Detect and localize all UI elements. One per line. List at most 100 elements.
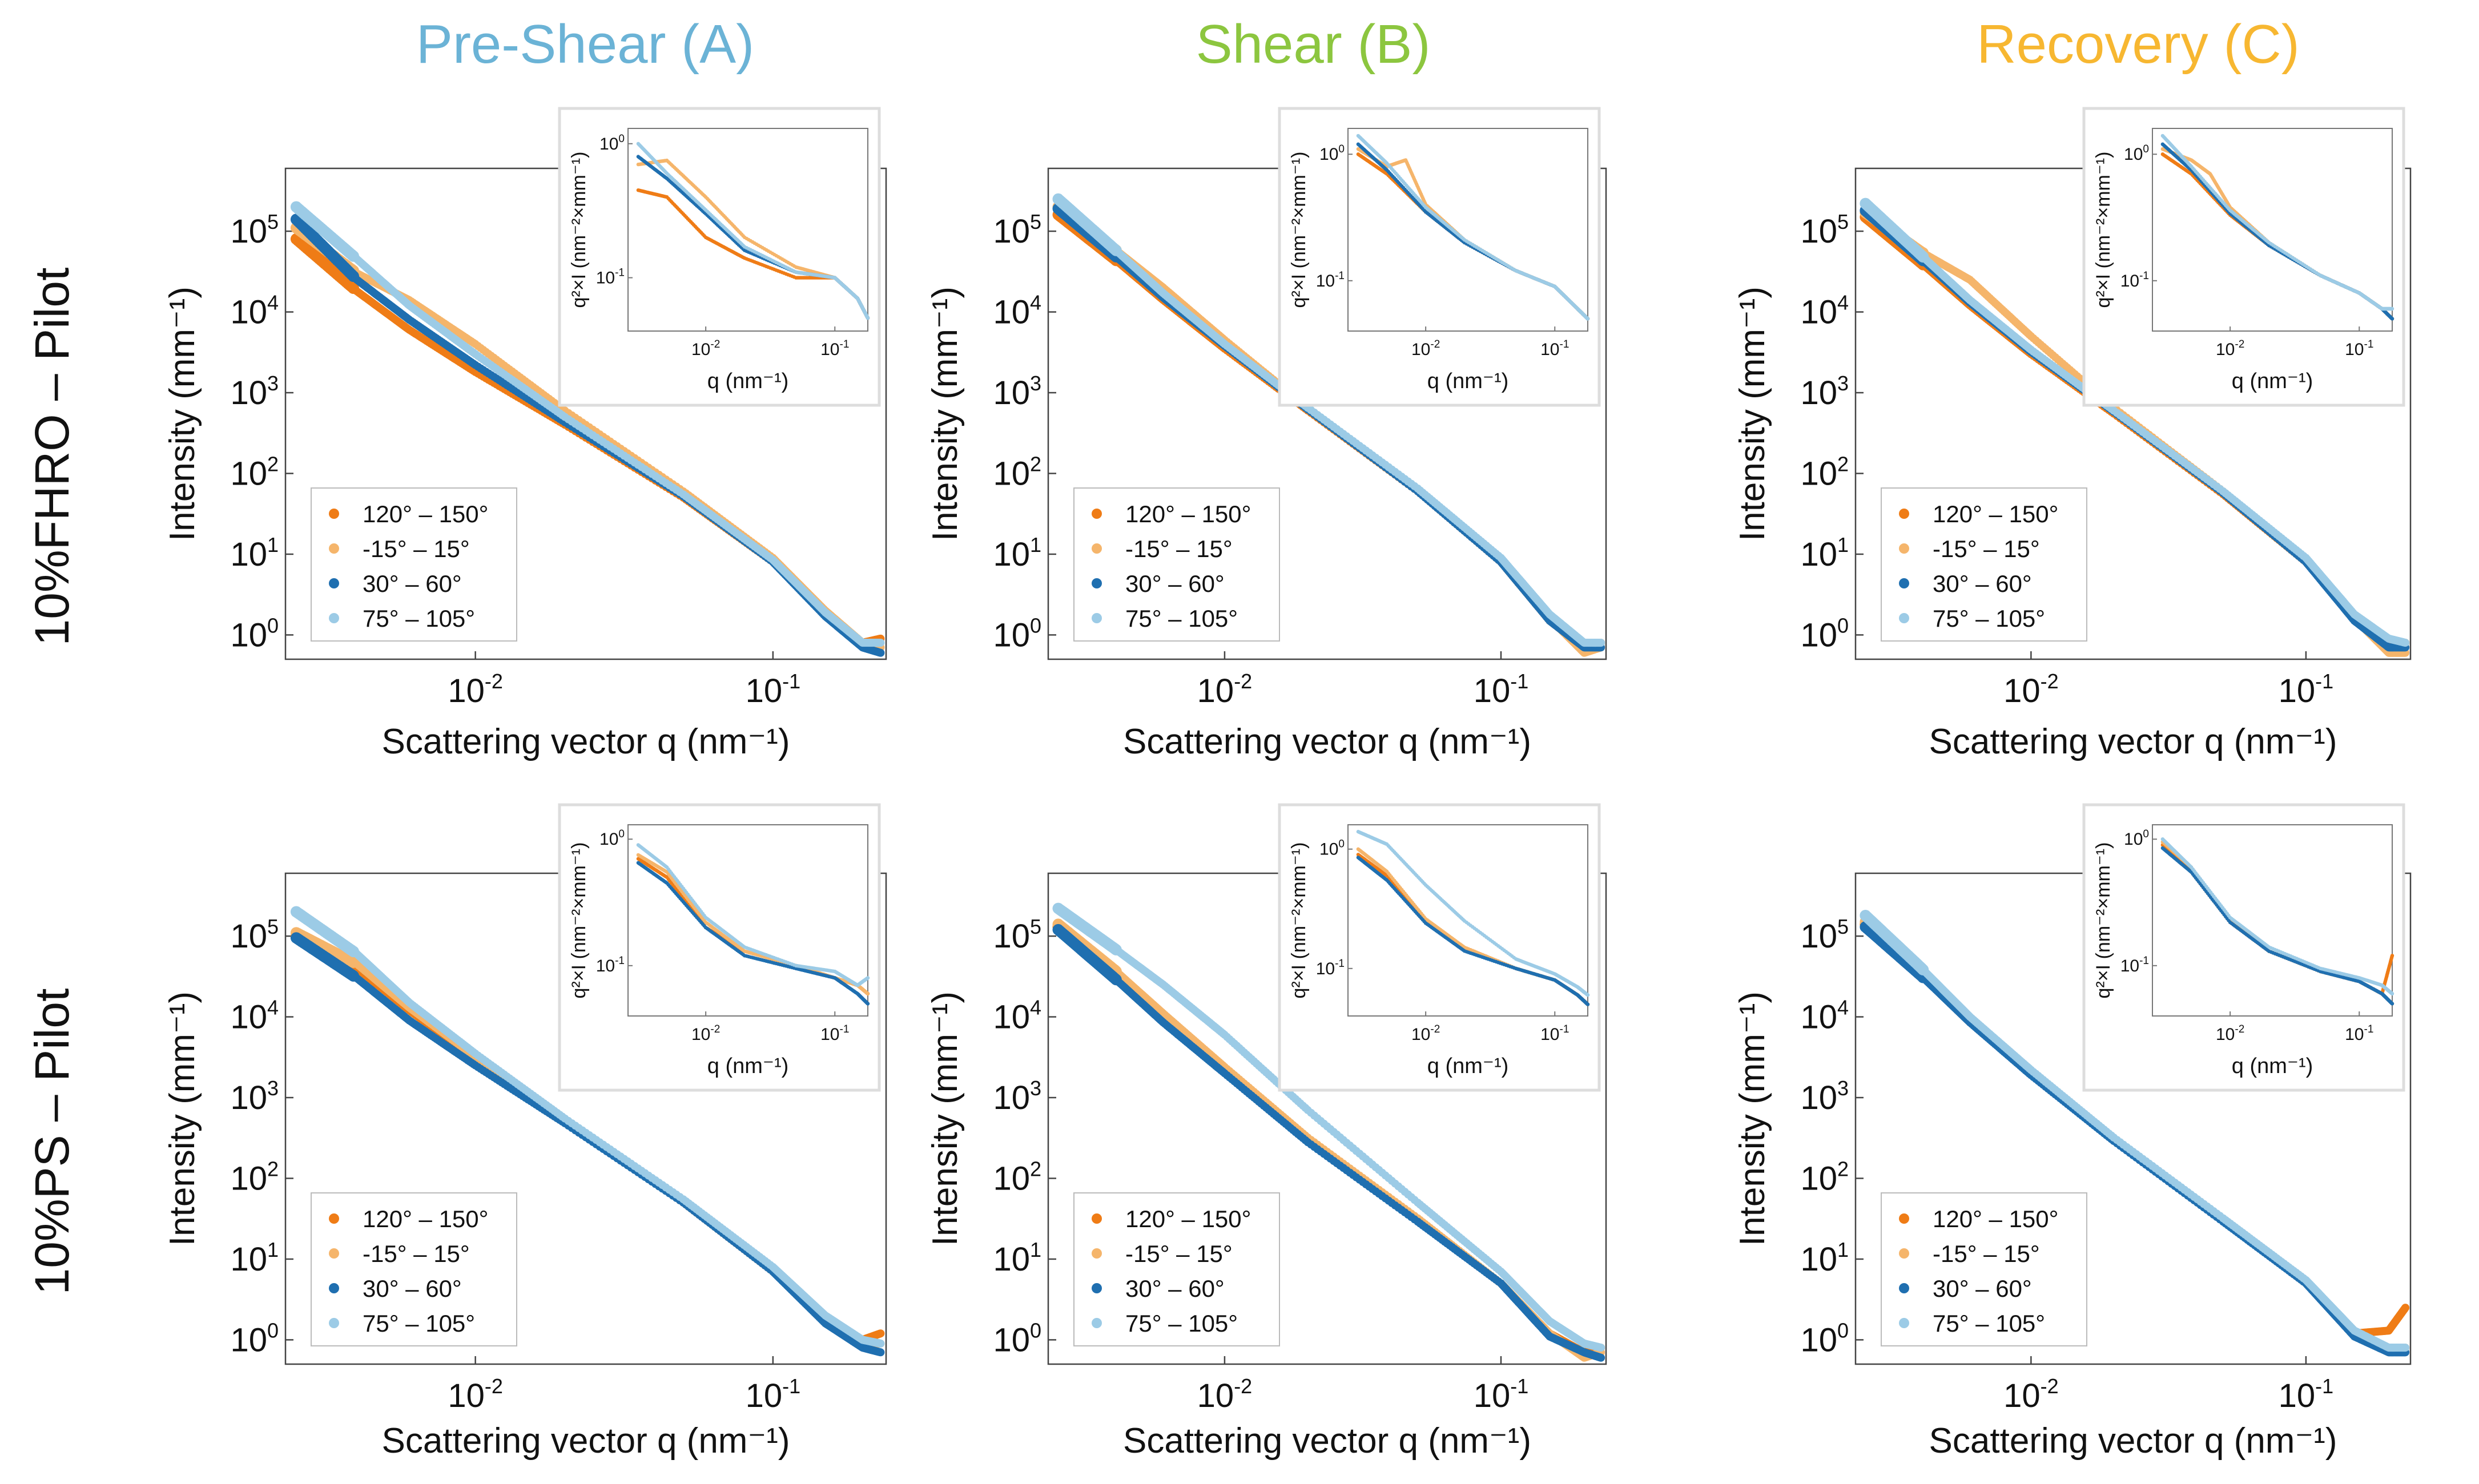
inset-y-tick-label-0-exp: -1: [1335, 270, 1345, 282]
row-title-fhro: 10%FHRO – Pilot: [25, 268, 79, 646]
y-tick-label-1: 101: [230, 533, 279, 573]
y-tick-label-1-base: 10: [230, 536, 267, 573]
y-tick-label-3-exp: 3: [267, 372, 279, 395]
legend-label-1: -15° – 15°: [1125, 535, 1233, 562]
y-tick-label-4-base: 10: [1800, 294, 1837, 331]
x-tick-label-0-base: 10: [1197, 672, 1234, 709]
y-tick-label-1-base: 10: [1800, 536, 1837, 573]
y-tick-label-0-exp: 0: [267, 614, 279, 637]
y-tick-label-5-exp: 5: [267, 210, 279, 233]
x-tick-label-1: 10-1: [2279, 670, 2334, 709]
y-tick-label-4-base: 10: [993, 294, 1030, 331]
inset-y-tick-label-1-exp: 0: [618, 133, 625, 145]
y-tick-label-5: 105: [993, 210, 1041, 250]
inset-y-axis-label: q²×I (nm⁻²×mm⁻¹): [568, 152, 590, 308]
y-tick-label-5-exp: 5: [1837, 210, 1849, 233]
inset-y-tick-label-1-base: 10: [1319, 145, 1338, 164]
row-title-ps: 10%PS – Pilot: [25, 989, 79, 1295]
inset-x-axis-label: q (nm⁻¹): [1427, 369, 1509, 393]
legend-marker-0: [1092, 509, 1102, 519]
y-tick-label-2: 102: [1800, 452, 1849, 492]
column-title-preshear: Pre-Shear (A): [416, 14, 754, 75]
legend-marker-3: [329, 613, 339, 623]
y-tick-label-3-exp: 3: [1837, 372, 1849, 395]
legend-label-0: 120° – 150°: [363, 501, 488, 527]
inset-x-axis-label: q (nm⁻¹): [707, 369, 789, 393]
x-tick-label-1: 10-1: [746, 670, 801, 709]
inset-x-tick-label-1-base: 10: [820, 340, 839, 359]
y-tick-label-3-exp: 3: [1030, 372, 1041, 395]
y-tick-label-1-base: 10: [993, 536, 1030, 573]
legend-marker-0: [329, 509, 339, 519]
y-axis-label: Intensity (mm⁻¹): [1733, 287, 1772, 541]
legend-marker-2: [1092, 578, 1102, 588]
inset-x-tick-label-0-exp: -2: [710, 338, 720, 350]
y-tick-label-1-exp: 1: [1030, 533, 1041, 556]
x-tick-label-0: 10-2: [1197, 670, 1253, 709]
y-tick-label-5-exp: 5: [1030, 210, 1041, 233]
y-axis-label: Intensity (mm⁻¹): [925, 287, 965, 541]
inset-x-tick-label-0-base: 10: [1411, 340, 1430, 359]
y-tick-label-3-base: 10: [230, 374, 267, 412]
inset-y-tick-label-1-exp: 0: [1338, 143, 1345, 155]
legend-marker-1: [329, 543, 339, 554]
inset-x-tick-label-1-exp: -1: [840, 338, 850, 350]
x-tick-label-1-base: 10: [746, 672, 783, 709]
data-point: [876, 639, 885, 647]
y-tick-label-2: 102: [230, 452, 279, 492]
x-tick-label-1-base: 10: [1474, 672, 1511, 709]
legend-label-3: 75° – 105°: [363, 605, 475, 632]
y-tick-label-0-base: 10: [993, 616, 1030, 654]
inset-x-tick-label-1-base: 10: [1540, 340, 1559, 359]
inset-data-point: [1585, 317, 1590, 321]
legend: 120° – 150°-15° – 15°30° – 60°75° – 105°: [311, 487, 517, 642]
x-tick-label-0-exp: -2: [485, 670, 503, 693]
y-tick-label-0-exp: 0: [1030, 614, 1041, 637]
inset-y-tick-label-0-base: 10: [1316, 272, 1335, 291]
y-tick-label-2-exp: 2: [1837, 452, 1849, 475]
x-tick-label-0-exp: -2: [1234, 670, 1252, 693]
legend-marker-2: [329, 578, 339, 588]
x-tick-label-1-exp: -1: [2315, 670, 2333, 693]
inset-data-point: [866, 316, 870, 320]
y-tick-label-0: 100: [993, 614, 1041, 654]
y-tick-label-1: 101: [1800, 533, 1849, 573]
x-tick-label-1: 10-1: [1474, 670, 1529, 709]
y-tick-label-4-exp: 4: [1030, 291, 1041, 314]
inset-y-tick-label-0-exp: -1: [615, 267, 625, 279]
x-axis-label: Scattering vector q (nm⁻¹): [382, 722, 790, 761]
legend-label-3: 75° – 105°: [1125, 605, 1238, 632]
y-tick-label-0: 100: [230, 614, 279, 654]
legend-marker-3: [1092, 613, 1102, 623]
column-title-recovery: Recovery (C): [1977, 14, 2299, 75]
row-titles: 10%FHRO – Pilot 10%PS – Pilot: [25, 268, 79, 1295]
x-tick-label-0-base: 10: [2003, 672, 2041, 709]
y-tick-label-0: 100: [1800, 614, 1849, 654]
y-tick-label-4-base: 10: [230, 294, 267, 331]
y-tick-label-1: 101: [993, 533, 1041, 573]
legend-label-2: 30° – 60°: [1125, 570, 1225, 597]
y-tick-label-5-base: 10: [1800, 213, 1837, 250]
inset-x-tick-label-0-exp: -2: [1430, 338, 1440, 350]
data-point: [876, 648, 885, 657]
y-tick-label-2: 102: [993, 452, 1041, 492]
y-tick-label-0-base: 10: [230, 616, 267, 654]
inset-x-tick-label-1-exp: -1: [1560, 338, 1570, 350]
y-tick-label-1-exp: 1: [1837, 533, 1849, 556]
y-tick-label-3: 103: [993, 372, 1041, 412]
y-tick-label-4-exp: 4: [267, 291, 279, 314]
x-tick-label-0: 10-2: [2003, 670, 2059, 709]
inset-y-axis-label: q²×I (nm⁻²×mm⁻¹): [1288, 152, 1310, 308]
y-tick-label-3-base: 10: [1800, 374, 1837, 412]
x-tick-label-1-base: 10: [2279, 672, 2316, 709]
x-axis-label: Scattering vector q (nm⁻¹): [1929, 722, 2337, 761]
x-tick-label-1-exp: -1: [782, 670, 800, 693]
legend-label-1: -15° – 15°: [363, 535, 470, 562]
column-title-shear: Shear (B): [1196, 14, 1431, 75]
